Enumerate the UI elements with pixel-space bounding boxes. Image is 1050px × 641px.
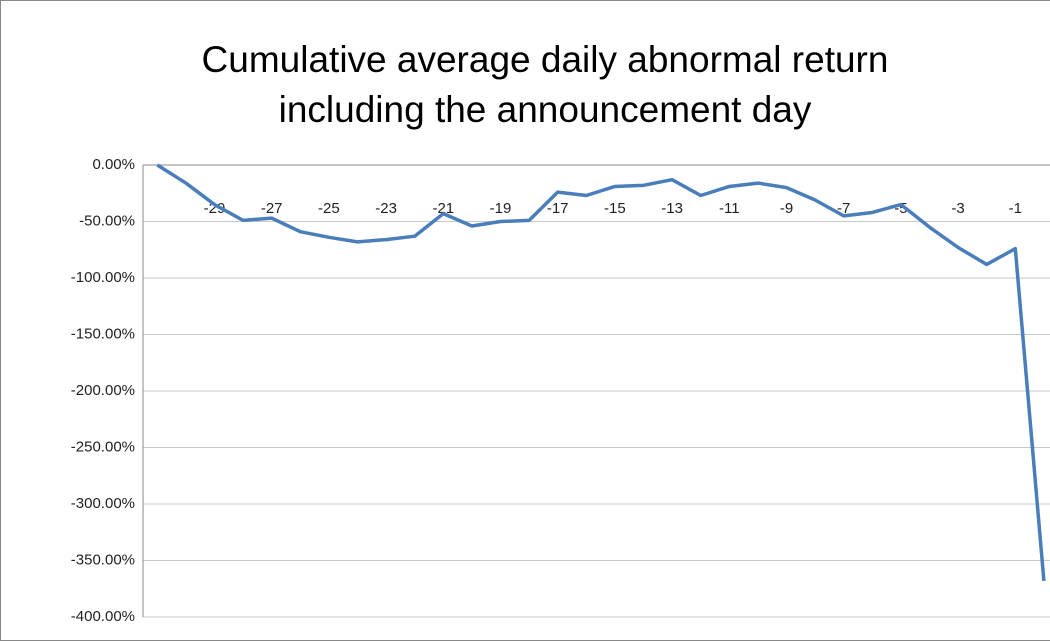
y-tick-label: 0.00%	[92, 156, 135, 173]
x-tick-label: -17	[547, 200, 569, 217]
x-tick-label: -13	[661, 200, 683, 217]
x-tick-label: -25	[318, 200, 340, 217]
x-tick-label: -27	[261, 200, 283, 217]
y-tick-label: -50.00%	[79, 212, 135, 229]
y-tick-label: -250.00%	[71, 438, 135, 455]
x-tick-label: -15	[604, 200, 626, 217]
chart-title: including the announcement day	[279, 89, 812, 130]
y-tick-label: -200.00%	[71, 382, 135, 399]
chart-title: Cumulative average daily abnormal return	[202, 39, 889, 80]
x-tick-label: -9	[780, 200, 793, 217]
x-tick-label: -19	[490, 200, 512, 217]
y-tick-label: -350.00%	[71, 551, 135, 568]
x-tick-label: -21	[432, 200, 454, 217]
y-tick-label: -400.00%	[71, 608, 135, 625]
x-tick-label: -11	[719, 200, 740, 217]
x-tick-label: -1	[1009, 200, 1022, 217]
x-tick-label: -29	[204, 200, 226, 217]
x-tick-label: -23	[375, 200, 397, 217]
data-line	[156, 163, 1046, 581]
y-tick-label: -300.00%	[71, 495, 135, 512]
x-tick-label: -3	[951, 200, 964, 217]
y-tick-label: -100.00%	[71, 269, 135, 286]
y-tick-label: -150.00%	[71, 325, 135, 342]
